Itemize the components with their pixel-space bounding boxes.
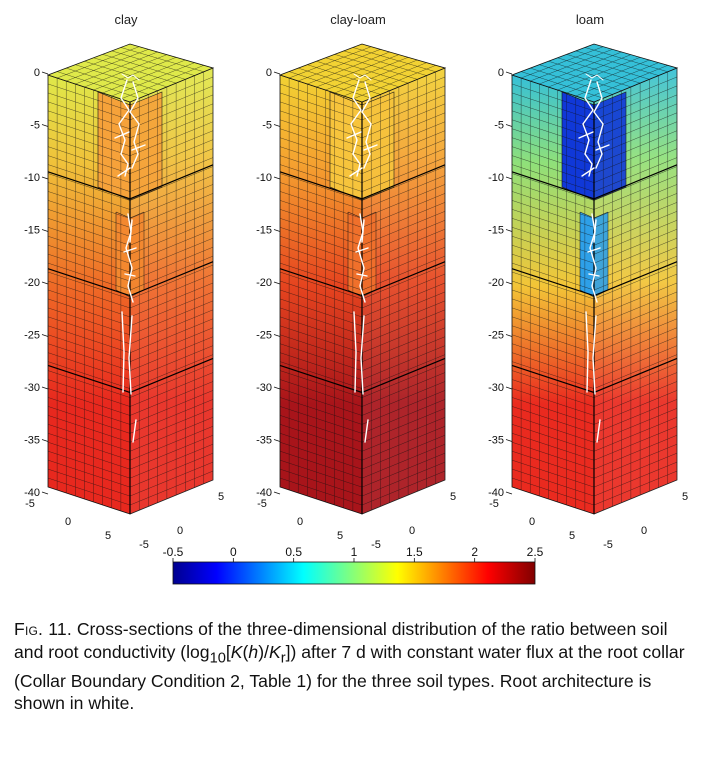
colorbar-tick-label: 1.5	[406, 545, 423, 559]
z-tick-label: -40	[24, 487, 40, 499]
mesh-grid	[47, 46, 214, 511]
figure-caption: Fig. 11. Cross-sections of the three-dim…	[14, 619, 685, 714]
y-axis: -5 0 5	[603, 491, 688, 551]
panel-2: clay-loam0-5-10-15-20-25-30-35-40-505-50…	[256, 12, 456, 551]
x-tick-label: 5	[337, 530, 343, 542]
z-tick-label: -25	[24, 330, 40, 342]
y-tick-label: 0	[177, 525, 183, 537]
y-tick-label: -5	[371, 539, 381, 551]
z-tick-label: -10	[24, 172, 40, 184]
mesh-grid	[511, 46, 678, 511]
z-tick-label: 0	[498, 67, 504, 79]
z-tick-label: 0	[266, 67, 272, 79]
colorbar-tick-label: 0	[230, 545, 237, 559]
x-tick-label: -5	[489, 498, 499, 510]
caption-label: Fig. 11.	[14, 619, 72, 639]
colorbar-tick-label: 1	[351, 545, 358, 559]
panel-title: loam	[576, 12, 604, 27]
y-tick-label: 5	[218, 491, 224, 503]
z-axis: 0 -5 -10 -15 -20 -25 -30 -35 -40	[24, 67, 49, 499]
y-tick-label: 0	[641, 525, 647, 537]
z-axis: 0 -5 -10 -15 -20 -25 -30 -35 -40	[256, 67, 281, 499]
root-architecture	[578, 73, 610, 443]
x-tick-label: 0	[297, 516, 303, 528]
x-axis: -5 0 5	[257, 498, 343, 542]
z-tick-label: -25	[488, 330, 504, 342]
z-tick-label: -5	[494, 120, 504, 132]
y-tick-label: 5	[682, 491, 688, 503]
z-axis: 0 -5 -10 -15 -20 -25 -30 -35 -40	[488, 67, 513, 499]
z-tick-label: -15	[256, 225, 272, 237]
z-tick-label: -15	[24, 225, 40, 237]
y-tick-label: 5	[450, 491, 456, 503]
x-tick-label: 5	[569, 530, 575, 542]
colorbar-tick-label: 0.5	[285, 545, 302, 559]
colorbar-gradient	[172, 561, 536, 585]
z-tick-label: -30	[24, 382, 40, 394]
z-tick-label: -40	[256, 487, 272, 499]
z-tick-label: -20	[256, 277, 272, 289]
z-tick-label: -10	[488, 172, 504, 184]
root-architecture	[346, 73, 378, 443]
z-tick-label: -20	[488, 277, 504, 289]
z-tick-label: -40	[488, 487, 504, 499]
colorbar-tick-label: 2.5	[527, 545, 544, 559]
z-tick-label: -35	[256, 435, 272, 447]
y-tick-label: 0	[409, 525, 415, 537]
x-axis: -5 0 5	[489, 498, 575, 542]
x-tick-label: 5	[105, 530, 111, 542]
colorbar-tick-label: 2	[471, 545, 478, 559]
panel-title: clay	[114, 12, 138, 27]
z-tick-label: 0	[34, 67, 40, 79]
x-axis: -5 0 5	[25, 498, 111, 542]
z-tick-label: -25	[256, 330, 272, 342]
colorbar-tick-label: -0.5	[163, 545, 184, 559]
z-tick-label: -15	[488, 225, 504, 237]
z-tick-label: -5	[30, 120, 40, 132]
figure-panels: clay0-5-10-15-20-25-30-35-40-505-505clay…	[24, 12, 688, 585]
x-tick-label: -5	[257, 498, 267, 510]
root-architecture	[114, 73, 146, 443]
y-tick-label: -5	[139, 539, 149, 551]
y-axis: -5 0 5	[139, 491, 224, 551]
z-tick-label: -30	[256, 382, 272, 394]
z-tick-label: -5	[262, 120, 272, 132]
x-tick-label: 0	[529, 516, 535, 528]
x-tick-label: 0	[65, 516, 71, 528]
panel-title: clay-loam	[330, 12, 386, 27]
colorbar: -0.5 0 0.5 1 1.5 2 2.5	[163, 545, 544, 585]
z-tick-label: -35	[24, 435, 40, 447]
z-tick-label: -35	[488, 435, 504, 447]
z-tick-label: -10	[256, 172, 272, 184]
y-axis: -5 0 5	[371, 491, 456, 551]
x-tick-label: -5	[25, 498, 35, 510]
y-tick-label: -5	[603, 539, 613, 551]
z-tick-label: -30	[488, 382, 504, 394]
z-tick-label: -20	[24, 277, 40, 289]
mesh-grid	[279, 46, 446, 511]
